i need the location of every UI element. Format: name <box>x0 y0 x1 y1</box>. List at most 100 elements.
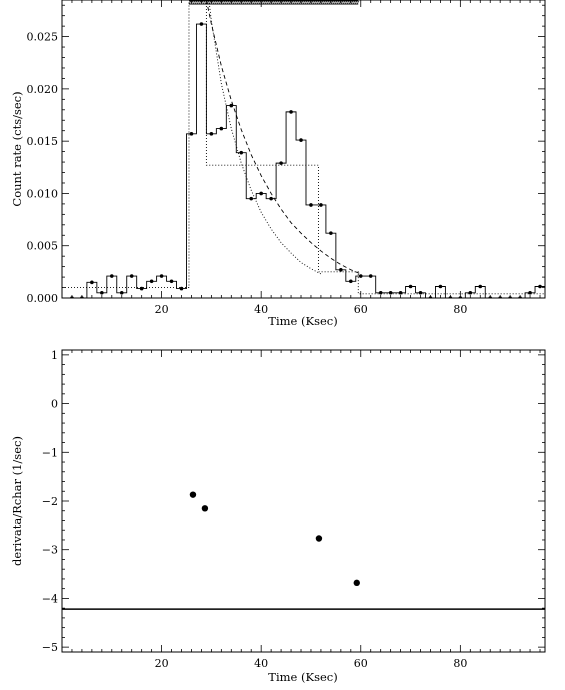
count-rate-point <box>109 274 114 278</box>
count-rate-y-tick-label: 0.005 <box>27 240 59 253</box>
count-rate-point <box>329 231 333 235</box>
top-band-hatch <box>248 0 252 5</box>
count-rate-point <box>528 290 532 295</box>
top-band-hatch <box>292 0 296 5</box>
top-band-hatch <box>238 0 242 5</box>
count-rate-x-tick-label: 60 <box>354 303 368 316</box>
dotted-block-model <box>62 0 545 295</box>
top-band-hatch <box>346 0 350 5</box>
count-rate-x-tick-label: 20 <box>155 303 169 316</box>
top-band-hatch <box>198 0 202 5</box>
top-band-hatch <box>348 0 352 5</box>
top-band-hatch <box>324 0 328 5</box>
derivative-y-tick-label: 1 <box>51 349 58 362</box>
count-rate-point <box>418 290 423 295</box>
top-band-hatch <box>208 0 212 5</box>
top-band-hatch <box>280 0 284 5</box>
derivative-tick-labels: 20 40 60 80 −5 −4 −3 −2 −1 0 1 <box>42 349 468 670</box>
top-band-hatch <box>266 0 270 5</box>
count-rate-point <box>229 103 234 108</box>
top-band-hatch <box>188 0 192 5</box>
top-band-hatch <box>228 0 232 5</box>
top-band-hatch <box>226 0 230 5</box>
derivative-y-tick-label: −3 <box>42 544 58 557</box>
count-rate-point <box>189 132 194 136</box>
count-rate-tick-labels: 20 40 60 80 0.000 0.005 0.010 0.015 0.020 0.025 <box>27 31 468 316</box>
count-rate-plot-frame <box>61 0 546 299</box>
top-band-hatch <box>192 0 196 5</box>
top-band-hatch <box>196 0 200 5</box>
top-band-hatch <box>284 0 288 5</box>
derivative-y-tick-label: −2 <box>42 495 58 508</box>
derivative-panel: 20 40 60 80 −5 −4 −3 −2 −1 0 1 Time (Ksec) derivat… <box>10 349 546 684</box>
count-rate-point <box>299 138 303 142</box>
derivative-y-tick-label: −5 <box>42 641 58 654</box>
top-band-hatch <box>232 0 236 5</box>
count-rate-point <box>239 150 244 155</box>
count-rate-point <box>209 132 214 136</box>
count-rate-point <box>289 110 293 114</box>
top-band-hatch <box>230 0 234 5</box>
top-band-hatch <box>306 0 310 5</box>
top-band-hatch <box>336 0 340 5</box>
top-band-hatch <box>200 0 204 5</box>
top-band-hatch <box>264 0 268 5</box>
top-band-hatch <box>254 0 258 5</box>
count-rate-y-tick-label: 0.025 <box>27 31 59 44</box>
count-rate-point <box>279 161 283 165</box>
top-band-hatch <box>220 0 224 5</box>
count-rate-x-tick-label: 40 <box>254 303 268 316</box>
top-band-hatch <box>262 0 266 5</box>
derivative-point <box>201 505 209 512</box>
count-rate-point <box>100 290 104 295</box>
count-rate-point <box>169 279 174 284</box>
top-band-hatch <box>204 0 208 5</box>
top-band-hatch <box>194 0 198 5</box>
top-band-hatch <box>242 0 246 5</box>
derivative-x-axis-title: Time (Ksec) <box>268 670 337 684</box>
count-rate-point <box>368 274 373 278</box>
top-band-hatch <box>278 0 282 5</box>
derivative-series <box>62 491 545 610</box>
top-band-hatch <box>218 0 222 5</box>
dashed-decay-curve <box>205 0 361 275</box>
count-rate-series <box>62 0 545 298</box>
top-band-hatch <box>352 0 356 5</box>
top-band-hatch <box>252 0 256 5</box>
count-rate-point <box>119 290 124 295</box>
top-band-hatch <box>234 0 238 5</box>
derivative-y-tick-label: 0 <box>51 398 58 411</box>
top-band-hatch <box>214 0 218 5</box>
top-band-hatch <box>212 0 216 5</box>
top-band-hatch <box>244 0 248 5</box>
top-band-hatch <box>236 0 240 5</box>
derivative-x-tick-label: 20 <box>155 657 169 670</box>
count-rate-point <box>269 196 273 201</box>
derivative-y-tick-label: −1 <box>42 446 58 459</box>
top-band-hatch <box>310 0 314 5</box>
dotted-decay-curve <box>208 0 322 275</box>
top-band-hatch <box>320 0 324 5</box>
count-rate-y-tick-label: 0.020 <box>27 83 59 96</box>
derivative-point <box>353 579 360 587</box>
top-band-hatch <box>268 0 272 5</box>
top-band-hatch <box>354 0 358 5</box>
top-band-hatch <box>286 0 290 5</box>
top-band-hatch <box>350 0 354 5</box>
count-rate-point <box>438 284 443 289</box>
top-band-hatch <box>258 0 262 5</box>
top-band-hatch <box>300 0 304 5</box>
count-rate-point <box>378 290 383 295</box>
derivative-plot-frame <box>61 349 546 653</box>
count-rate-y-tick-label: 0.015 <box>27 135 59 148</box>
count-rate-y-tick-label: 0.010 <box>27 187 59 200</box>
top-band-hatch <box>222 0 226 5</box>
count-rate-point <box>149 279 154 284</box>
top-band-hatch <box>288 0 292 5</box>
top-band-hatch <box>326 0 330 5</box>
count-rate-point <box>90 280 94 285</box>
top-band-hatch <box>282 0 286 5</box>
top-band-hatch <box>274 0 278 5</box>
top-band-hatch <box>250 0 254 5</box>
